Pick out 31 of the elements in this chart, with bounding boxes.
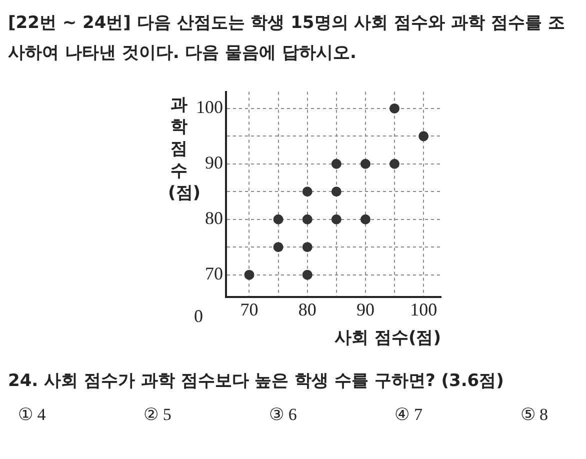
point <box>302 242 312 252</box>
y-tick-label: 80 <box>205 208 223 228</box>
point <box>302 186 312 197</box>
text: ① 4 <box>18 404 46 425</box>
text: 0 <box>194 306 203 327</box>
x-tick-label: 70 <box>240 300 258 320</box>
point <box>273 242 284 252</box>
point <box>390 103 400 114</box>
x-tick-label: 90 <box>356 300 374 320</box>
text: ⑤ 8 <box>520 404 548 425</box>
point <box>302 270 312 280</box>
point <box>390 158 400 169</box>
text: ③ 6 <box>269 404 297 425</box>
x-tick-label: 80 <box>298 300 316 320</box>
point <box>331 158 342 169</box>
point <box>331 214 342 224</box>
point <box>418 131 429 142</box>
y-tick-label: 70 <box>205 264 223 284</box>
text: 24. 사회 점수가 과학 점수보다 높은 학생 수를 구하면? (3.6점) <box>8 370 505 392</box>
text: ④ 7 <box>394 404 422 425</box>
point <box>302 214 312 224</box>
x-tick-label: 100 <box>410 300 438 320</box>
chart-title: [22번 ~ 24번] 다음 산점도는 학생 15명의 사회 점수와 과학 점수를 조사하여 나타낸 것이다. 다음 물음에 답하시오. <box>8 12 566 65</box>
point <box>273 214 284 224</box>
point <box>360 214 370 224</box>
point <box>360 158 370 169</box>
text: ② 5 <box>144 404 172 425</box>
y-tick-label: 90 <box>205 152 223 173</box>
point <box>331 186 342 197</box>
x-axis-title: 사회 점수(점) <box>334 328 441 348</box>
point <box>244 270 254 280</box>
